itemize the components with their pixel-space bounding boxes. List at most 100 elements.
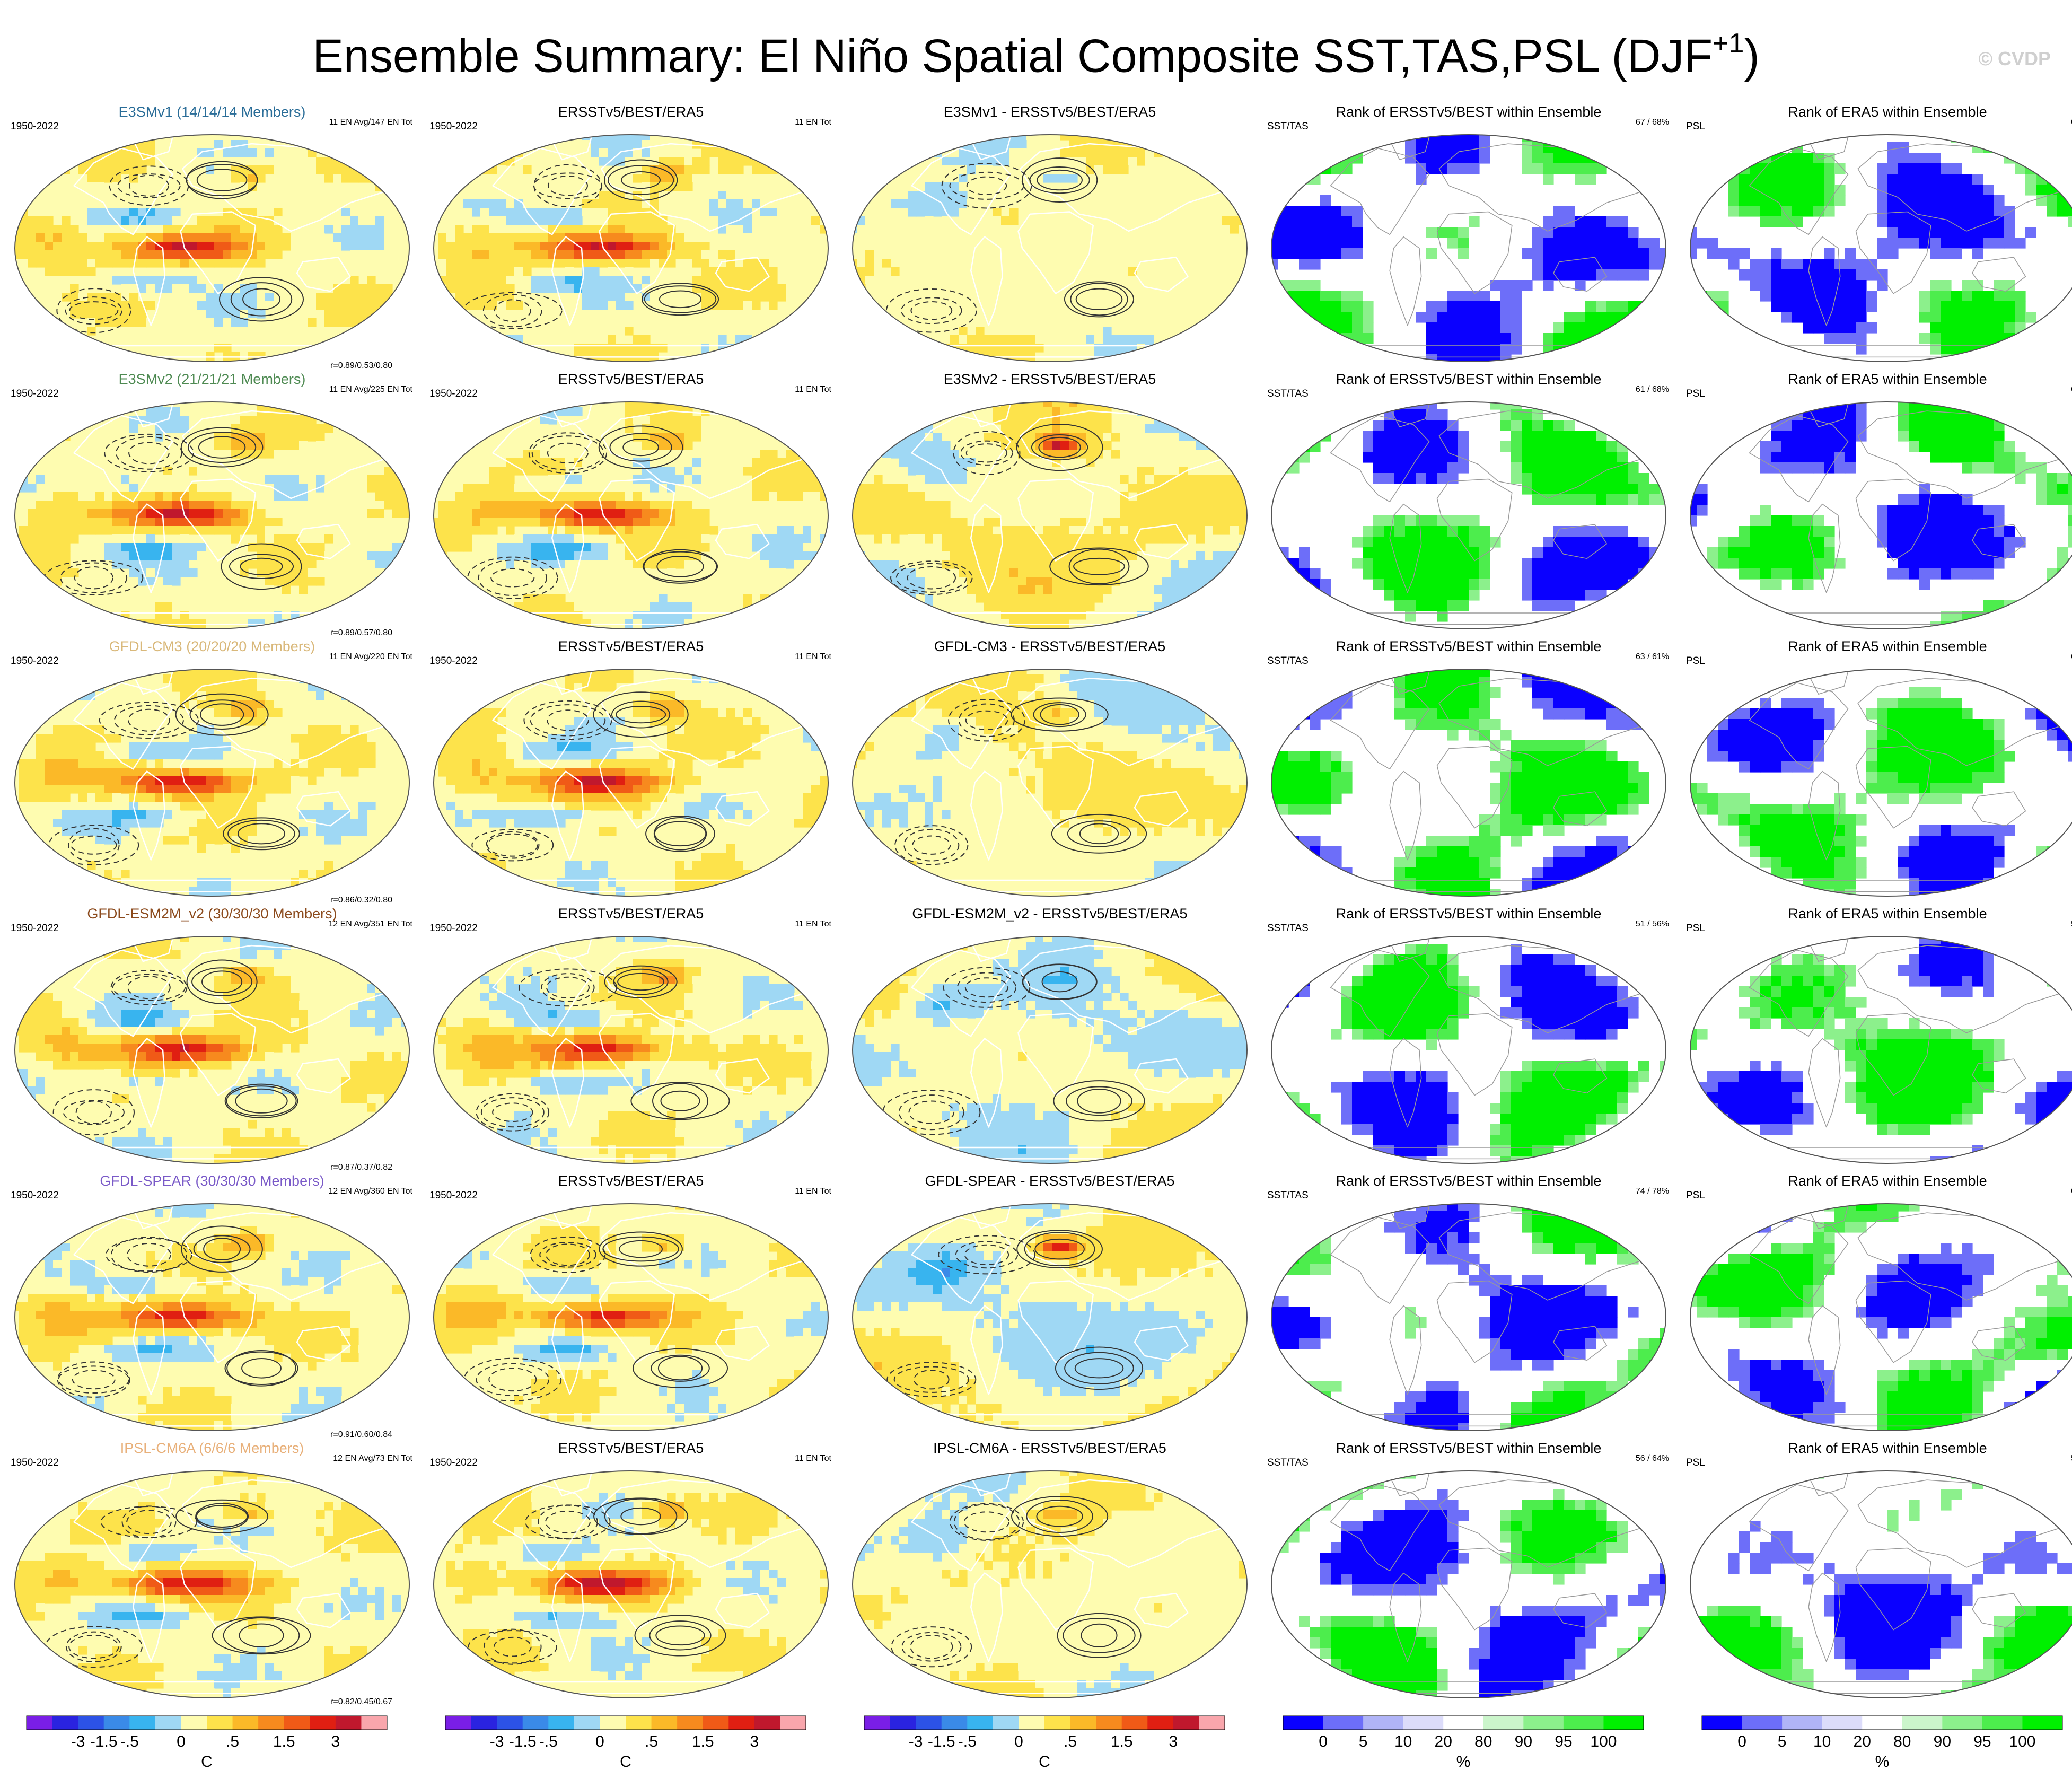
map-panel-rank2-2: Rank of ERA5 within Ensemble PSL 64% [1681, 371, 2072, 639]
colorbar-swatch [129, 1716, 156, 1730]
map-panel-obs-3: ERSSTv5/BEST/ERA5 1950-2022 11 EN Tot [424, 638, 838, 906]
colorbar-swatch [1603, 1716, 1644, 1730]
colorbar-swatch [52, 1716, 78, 1730]
period-label: 1950-2022 [429, 121, 478, 132]
period-label: 1950-2022 [11, 923, 59, 934]
colorbar-swatch [600, 1716, 626, 1730]
colorbar-swatch [522, 1716, 549, 1730]
colorbar-ticks: -3 -1.5 -.5 0 .5 1.5 3 [424, 1733, 827, 1754]
pattern-correlation-label: r=0.91/0.60/0.84 [330, 1430, 392, 1439]
event-count-label: 11 EN Avg/225 EN Tot [329, 385, 412, 394]
colorbar-swatch [1173, 1716, 1199, 1730]
map-rank1 [1271, 134, 1666, 362]
map-diff [852, 669, 1248, 897]
variable-label: PSL [1686, 121, 1705, 132]
colorbar-swatch [864, 1716, 891, 1730]
colorbar-tick-label: -.5 [539, 1733, 558, 1750]
colorbar-swatch [780, 1716, 806, 1730]
colorbar-swatch [1902, 1716, 1943, 1730]
colorbar-tick-label: 20 [1853, 1733, 1871, 1750]
map-panel-rank1-2: Rank of ERSSTv5/BEST within Ensemble SST/… [1262, 371, 1675, 639]
colorbar-swatch [1742, 1716, 1783, 1730]
map-rank1 [1271, 669, 1666, 897]
rank-percent-label: 51 / 56% [1635, 919, 1669, 928]
map-model [14, 936, 410, 1164]
colorbar-tick-label: 100 [2009, 1733, 2036, 1750]
colorbar-unit: C [201, 1753, 213, 1771]
map-diff [852, 1203, 1248, 1431]
panel-title: GFDL-ESM2M_v2 (30/30/30 Members) [87, 906, 337, 922]
map-panel-diff-1: E3SMv1 - ERSSTv5/BEST/ERA5 [843, 104, 1257, 372]
map-panel-obs-2: ERSSTv5/BEST/ERA5 1950-2022 11 EN Tot [424, 371, 838, 639]
map-obs [433, 401, 829, 629]
variable-label: SST/TAS [1267, 1190, 1309, 1201]
rank-percent-label: 51% [2071, 919, 2072, 929]
map-diff [852, 936, 1248, 1164]
panel-title: Rank of ERA5 within Ensemble [1788, 906, 1987, 922]
rank-percent-label: 66% [2071, 652, 2072, 662]
period-label: 1950-2022 [11, 1457, 59, 1468]
event-count-label: 11 EN Tot [795, 1454, 831, 1463]
colorbar-swatch [1942, 1716, 1983, 1730]
map-model [14, 134, 410, 362]
map-rank2 [1690, 669, 2072, 897]
rank-percent-label: 63 / 61% [1635, 652, 1669, 661]
variable-label: PSL [1686, 388, 1705, 399]
colorbar-swatches [445, 1715, 806, 1730]
colorbar-tick-label: 1.5 [1110, 1733, 1133, 1750]
panel-title: ERSSTv5/BEST/ERA5 [558, 1440, 704, 1456]
colorbar-tick-label: 0 [1737, 1733, 1746, 1750]
colorbar-swatch [335, 1716, 362, 1730]
panel-title: GFDL-SPEAR (30/30/30 Members) [100, 1173, 324, 1189]
colorbar-tick-label: .5 [1064, 1733, 1077, 1750]
panel-title: ERSSTv5/BEST/ERA5 [558, 1173, 704, 1189]
period-label: 1950-2022 [11, 655, 59, 667]
map-panel-rank1-4: Rank of ERSSTv5/BEST within Ensemble SST/… [1262, 906, 1675, 1173]
colorbar-tick-label: 90 [1514, 1733, 1533, 1750]
panel-title: IPSL-CM6A (6/6/6 Members) [120, 1440, 304, 1456]
colorbar-tick-label: -3 [908, 1733, 923, 1750]
colorbar-tick-label: 3 [1169, 1733, 1178, 1750]
map-rank1 [1271, 1470, 1666, 1698]
colorbar-tick-label: 0 [1319, 1733, 1328, 1750]
panel-title: Rank of ERSSTv5/BEST within Ensemble [1336, 1173, 1602, 1189]
period-label: 1950-2022 [429, 655, 478, 667]
colorbar-swatch [78, 1716, 104, 1730]
panel-title: E3SMv2 (21/21/21 Members) [118, 371, 306, 387]
map-panel-diff-6: IPSL-CM6A - ERSSTv5/BEST/ERA5 [843, 1440, 1257, 1708]
panel-title: Rank of ERSSTv5/BEST within Ensemble [1336, 906, 1602, 922]
colorbar-tick-label: -3 [71, 1733, 85, 1750]
event-count-label: 11 EN Tot [795, 118, 831, 127]
rank-percent-label: 56 / 64% [1635, 1454, 1669, 1463]
colorbar-swatch [1363, 1716, 1404, 1730]
map-panel-model-4: GFDL-ESM2M_v2 (30/30/30 Members) 1950-202… [5, 906, 419, 1173]
colorbar-swatch [1563, 1716, 1604, 1730]
colorbar-tick-label: -1.5 [90, 1733, 118, 1750]
colorbar-rank-2: 0 5 10 20 80 90 95 100% [1681, 1714, 2072, 1772]
pattern-correlation-label: r=0.86/0.32/0.80 [330, 896, 392, 905]
colorbar-ticks: 0 5 10 20 80 90 95 100 [1262, 1733, 1665, 1754]
variable-label: SST/TAS [1267, 923, 1309, 934]
period-label: 1950-2022 [429, 1457, 478, 1468]
colorbar-swatch [471, 1716, 497, 1730]
variable-label: SST/TAS [1267, 121, 1309, 132]
colorbar-tick-label: 20 [1434, 1733, 1452, 1750]
colorbar-tick-label: 0 [1014, 1733, 1023, 1750]
period-label: 1950-2022 [11, 1190, 59, 1201]
panel-title: E3SMv1 - ERSSTv5/BEST/ERA5 [943, 104, 1156, 120]
colorbar-tick-label: 10 [1813, 1733, 1831, 1750]
map-panel-rank2-1: Rank of ERA5 within Ensemble PSL 66% [1681, 104, 2072, 372]
map-rank2 [1690, 401, 2072, 629]
pattern-correlation-label: r=0.87/0.37/0.82 [330, 1163, 392, 1172]
colorbar-swatch [27, 1716, 53, 1730]
map-panel-obs-4: ERSSTv5/BEST/ERA5 1950-2022 11 EN Tot [424, 906, 838, 1173]
colorbar-swatch [1044, 1716, 1071, 1730]
pattern-correlation-label: r=0.89/0.57/0.80 [330, 628, 392, 637]
colorbar-swatch [445, 1716, 472, 1730]
colorbar-swatch [497, 1716, 523, 1730]
event-count-label: 11 EN Tot [795, 385, 831, 394]
pattern-correlation-label: r=0.89/0.53/0.80 [330, 361, 392, 370]
panel-title: ERSSTv5/BEST/ERA5 [558, 371, 704, 387]
period-label: 1950-2022 [429, 923, 478, 934]
map-rank2 [1690, 1470, 2072, 1698]
